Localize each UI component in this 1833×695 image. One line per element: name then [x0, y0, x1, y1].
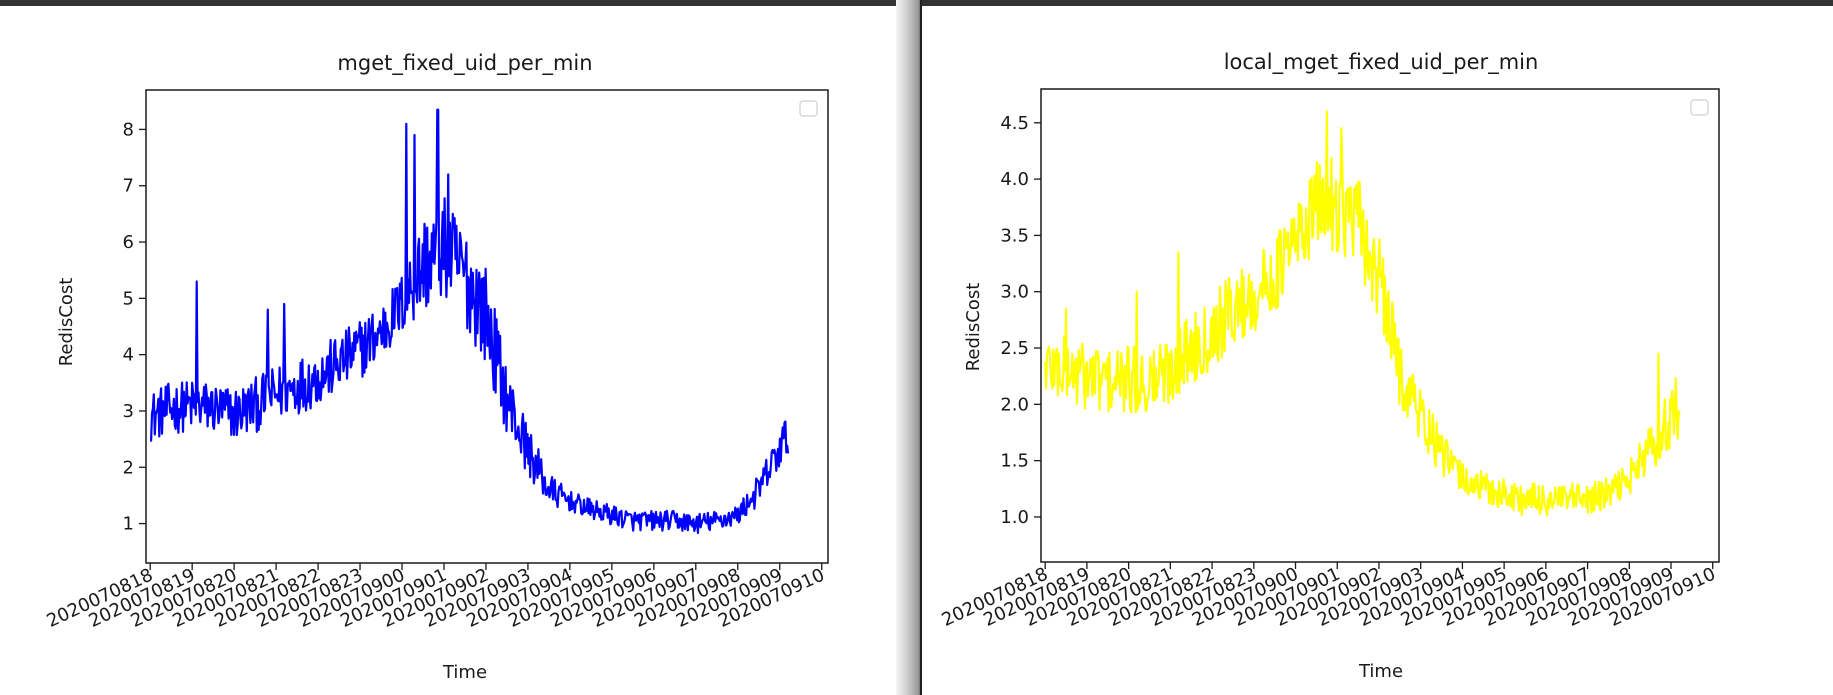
left-chart: mget_fixed_uid_per_min Time RedisCost 1 2…: [44, 51, 829, 683]
y-tick-label: 8: [123, 119, 134, 140]
window-top-bar: [0, 0, 896, 6]
legend-box: [799, 100, 818, 117]
plot-frame: [1040, 88, 1720, 563]
y-tick-label: 7: [123, 176, 134, 197]
y-tick-label: 2.0: [1000, 394, 1029, 415]
y-tick-label: 3.0: [1000, 282, 1029, 303]
y-tick-label: 1.5: [1000, 451, 1029, 472]
y-tick-label: 2.5: [1000, 338, 1029, 359]
window-top-bar: [922, 0, 1833, 6]
y-tick-label: 6: [123, 232, 134, 253]
window-gutter-shadow: [896, 0, 922, 695]
y-axis-label: RedisCost: [56, 278, 77, 367]
plot-frame: [145, 89, 829, 564]
y-tick-label: 1.0: [1000, 507, 1029, 528]
y-axis-label: RedisCost: [963, 283, 984, 372]
y-tick-label: 3: [123, 401, 134, 422]
right-chart: local_mget_fixed_uid_per_min Time RedisC…: [939, 50, 1720, 682]
chart-title: mget_fixed_uid_per_min: [337, 51, 592, 76]
y-tick-label: 2: [123, 457, 134, 478]
chart-title: local_mget_fixed_uid_per_min: [1224, 50, 1539, 75]
y-tick-label: 1: [123, 514, 134, 535]
y-tick-label: 4.5: [1000, 113, 1029, 134]
left-chart-panel: mget_fixed_uid_per_min Time RedisCost 1 2…: [0, 0, 896, 695]
y-tick-label: 5: [123, 288, 134, 309]
series-line: [1044, 110, 1681, 517]
series-line: [149, 108, 790, 535]
right-chart-panel: local_mget_fixed_uid_per_min Time RedisC…: [922, 0, 1833, 695]
legend-box: [1690, 99, 1709, 116]
x-axis-label: Time: [1358, 661, 1403, 682]
y-tick-label: 4: [123, 345, 134, 366]
y-tick-label: 4.0: [1000, 169, 1029, 190]
window-divider[interactable]: [920, 0, 922, 695]
x-axis-label: Time: [442, 662, 487, 683]
y-tick-label: 3.5: [1000, 225, 1029, 246]
